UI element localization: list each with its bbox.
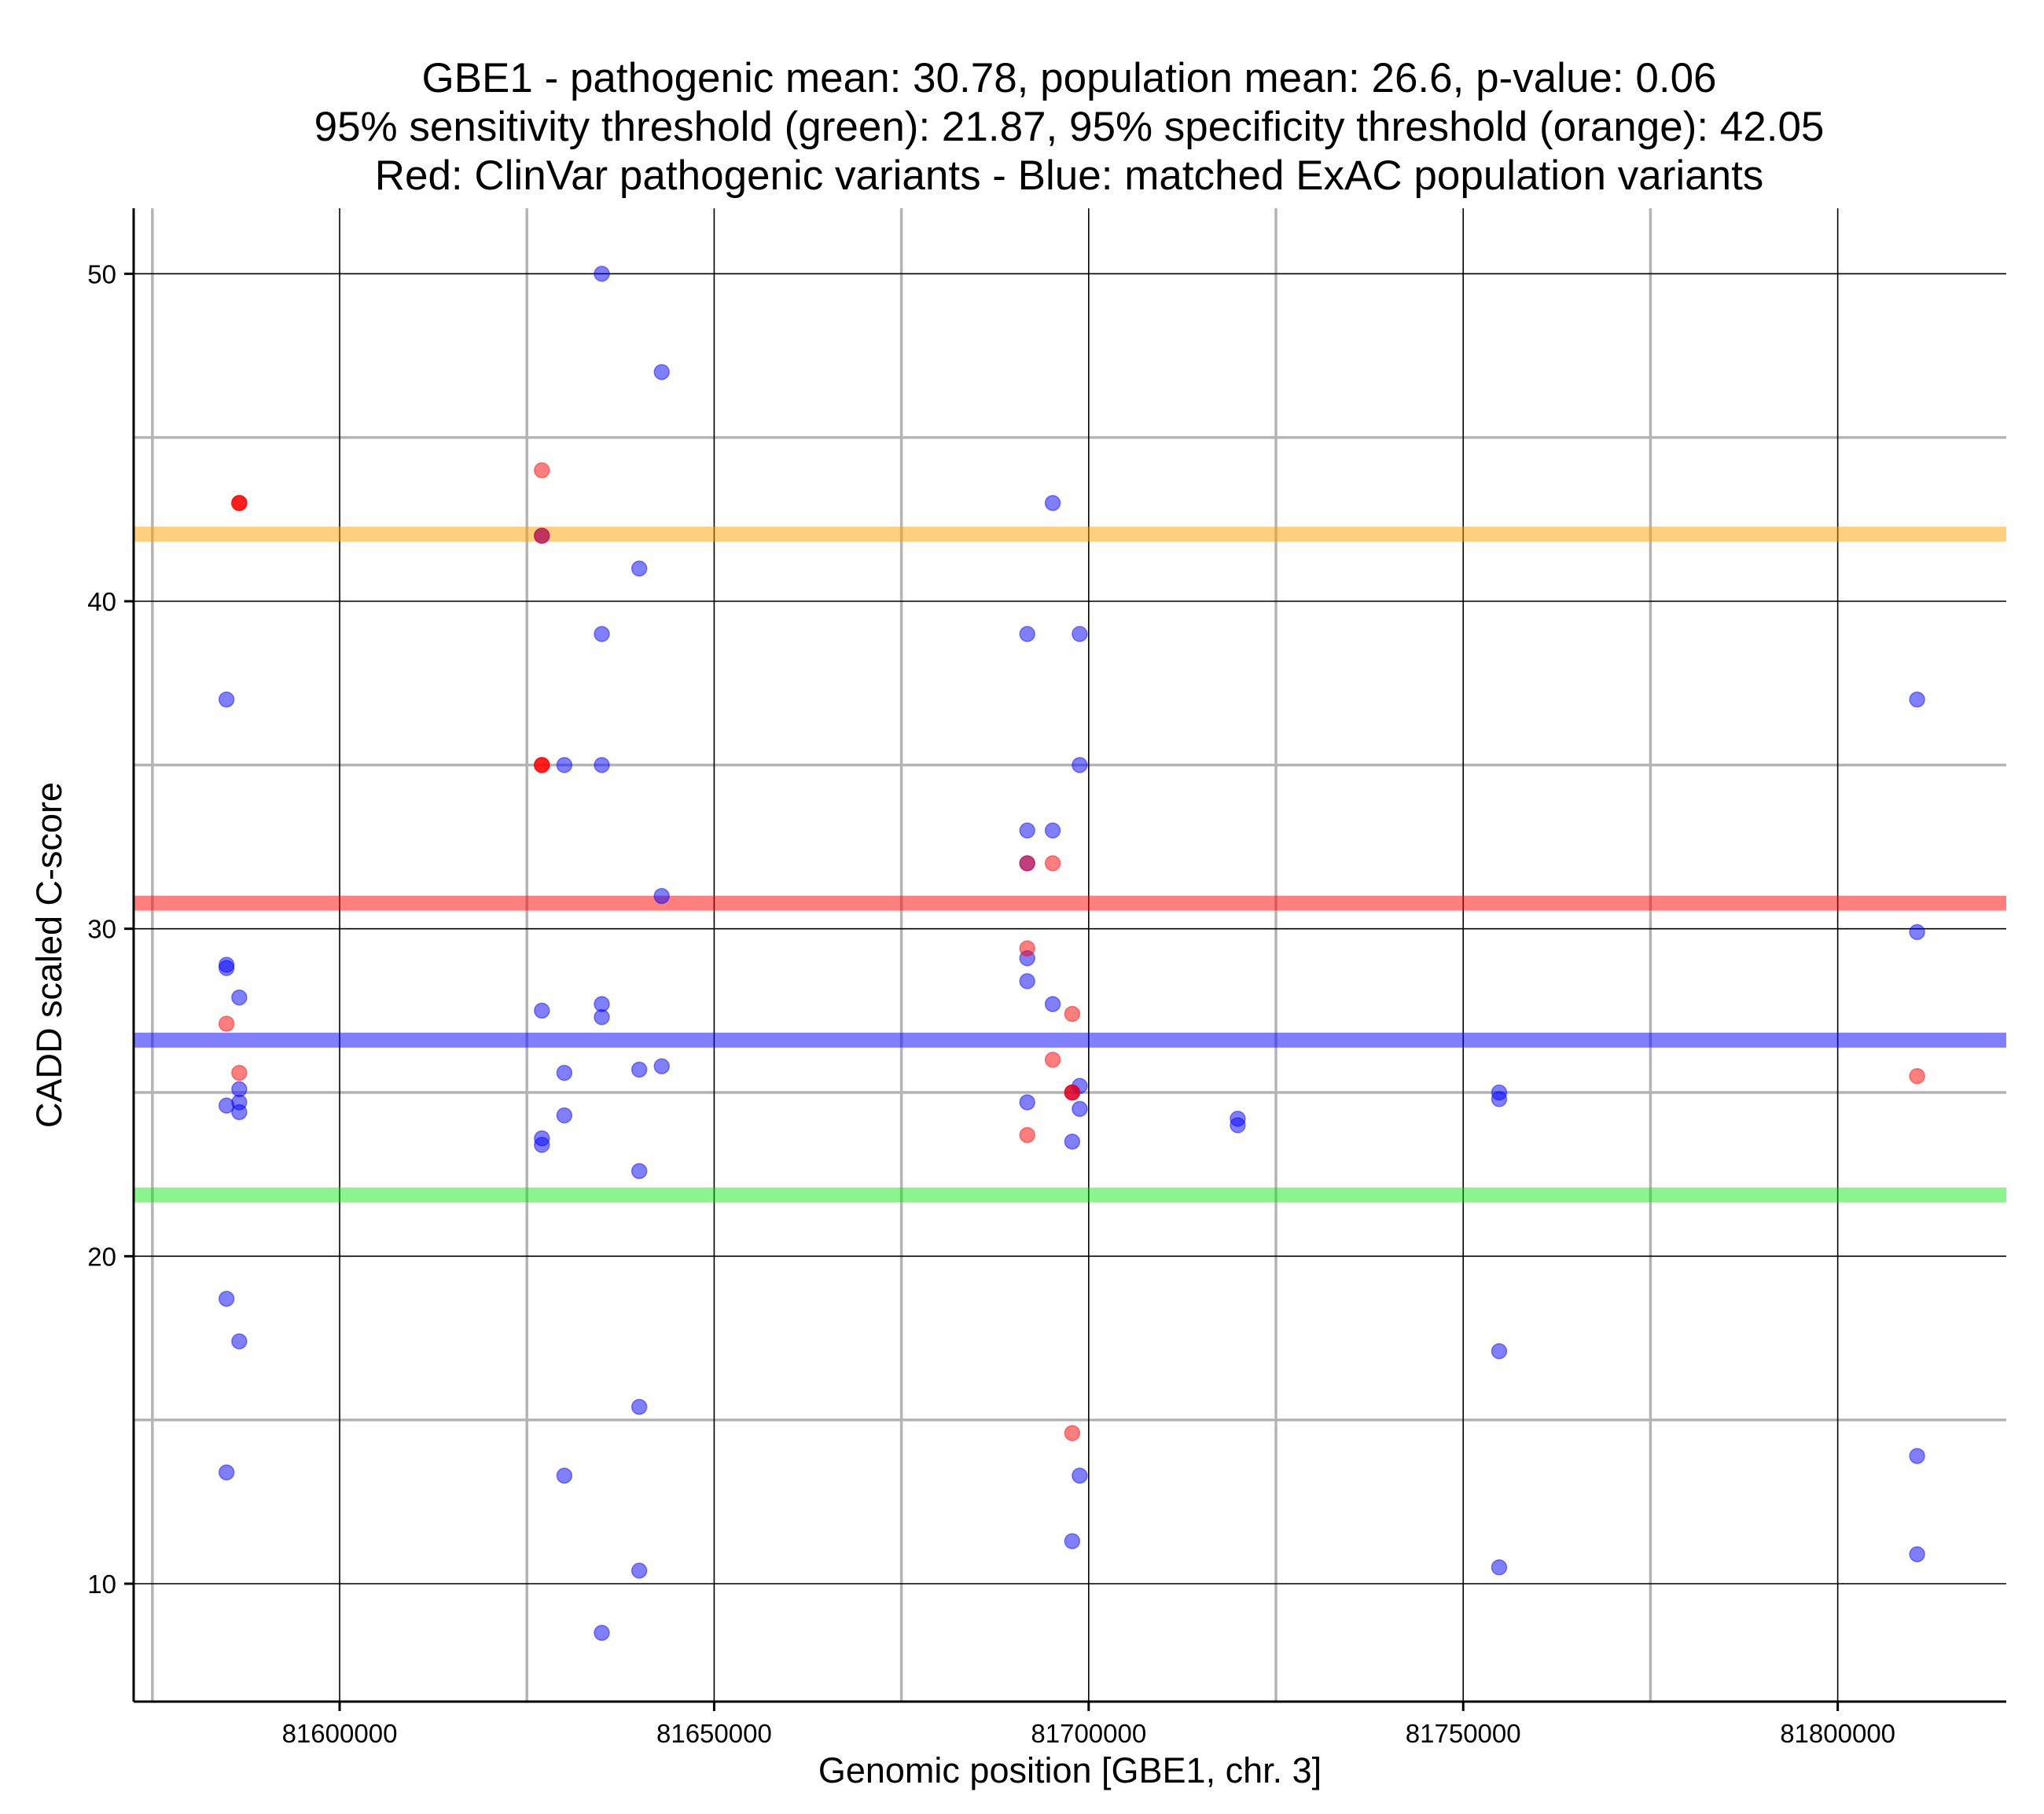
pathogenic-point (1064, 1005, 1081, 1023)
y-axis-label: CADD scaled C-score (29, 782, 69, 1128)
pathogenic-point (218, 1015, 235, 1032)
axes (132, 208, 2006, 1703)
population-point (630, 560, 648, 577)
major-gridlines (134, 208, 2006, 1702)
population-point (653, 887, 670, 905)
population-point (630, 1162, 648, 1180)
pathogenic-point (534, 527, 550, 544)
y-tick-label: 20 (87, 1242, 116, 1271)
population-point (1019, 626, 1035, 642)
pathogenic-point (534, 462, 550, 479)
population-point (231, 989, 248, 1006)
x-axis-label: Genomic position [GBE1, chr. 3] (818, 1750, 1322, 1790)
population-point (653, 1058, 670, 1074)
data-points (218, 266, 1925, 1641)
pathogenic-point (1064, 1425, 1081, 1441)
population-point (1072, 626, 1088, 642)
population-point (594, 626, 610, 642)
y-tick-label: 50 (87, 259, 116, 288)
x-axis-ticks: 81600000 81650000 81700000 81750000 81800000 (282, 1702, 1895, 1748)
y-axis-ticks: 10 20 30 40 50 (87, 259, 134, 1599)
population-point (1072, 1467, 1088, 1484)
population-point (534, 1137, 550, 1153)
population-point (630, 1398, 648, 1416)
population-point (1064, 1533, 1081, 1550)
pathogenic-point (231, 1064, 248, 1081)
population-point (556, 1107, 573, 1124)
population-point (630, 1562, 648, 1579)
population-point (1909, 1448, 1925, 1464)
population-point (1491, 1559, 1508, 1576)
x-tick-label: 81800000 (1780, 1719, 1895, 1748)
x-tick-label: 81650000 (656, 1719, 772, 1748)
population-point (1909, 924, 1925, 941)
population-point (1072, 1100, 1088, 1118)
y-tick-label: 40 (87, 587, 116, 616)
reference-lines (134, 527, 2006, 1203)
title-line-2: 95% sensitivity threshold (green): 21.87… (314, 104, 1825, 150)
population-point (1909, 691, 1925, 708)
population-point (1019, 973, 1035, 990)
population-point (218, 1464, 235, 1481)
pathogenic-point (1044, 1052, 1061, 1068)
x-tick-label: 81750000 (1406, 1719, 1521, 1748)
pathogenic-point (1019, 855, 1035, 872)
population-point (1909, 1546, 1925, 1562)
population-point (556, 757, 573, 773)
pathogenic-point (1019, 940, 1035, 957)
population-point (231, 1103, 248, 1121)
population-point (218, 1291, 235, 1307)
population-point (1044, 996, 1061, 1012)
pathogenic-point (1064, 1084, 1081, 1101)
chart-title: GBE1 - pathogenic mean: 30.78, populatio… (314, 55, 1825, 199)
y-tick-label: 10 (87, 1570, 116, 1599)
population-point (594, 757, 610, 773)
population-point (653, 364, 670, 380)
population-point (1019, 822, 1035, 839)
pathogenic-point (534, 757, 550, 773)
population-point (594, 1625, 610, 1641)
pathogenic-point (1019, 1126, 1035, 1144)
population-point (1072, 757, 1088, 773)
population-point (218, 960, 235, 976)
pathogenic-point (1909, 1067, 1925, 1085)
title-line-3: Red: ClinVar pathogenic variants - Blue:… (375, 152, 1764, 199)
x-tick-label: 81700000 (1031, 1719, 1146, 1748)
population-point (1044, 822, 1061, 839)
title-line-1: GBE1 - pathogenic mean: 30.78, populatio… (421, 55, 1716, 101)
population-point (218, 691, 235, 708)
population-point (594, 1008, 610, 1026)
population-point (1230, 1117, 1246, 1133)
population-point (594, 266, 610, 282)
y-tick-label: 30 (87, 915, 116, 944)
pathogenic-point (231, 494, 248, 512)
population-point (1064, 1133, 1081, 1150)
population-point (630, 1061, 648, 1078)
population-point (534, 1002, 550, 1019)
population-point (556, 1064, 573, 1081)
x-tick-label: 81600000 (282, 1719, 398, 1748)
population-point (1019, 1094, 1035, 1111)
population-point (556, 1467, 573, 1484)
pathogenic-point (1044, 855, 1061, 872)
minor-gridlines (134, 208, 2006, 1702)
population-point (231, 1333, 248, 1349)
population-point (1044, 494, 1061, 512)
population-point (1491, 1342, 1508, 1360)
population-point (1491, 1091, 1508, 1107)
